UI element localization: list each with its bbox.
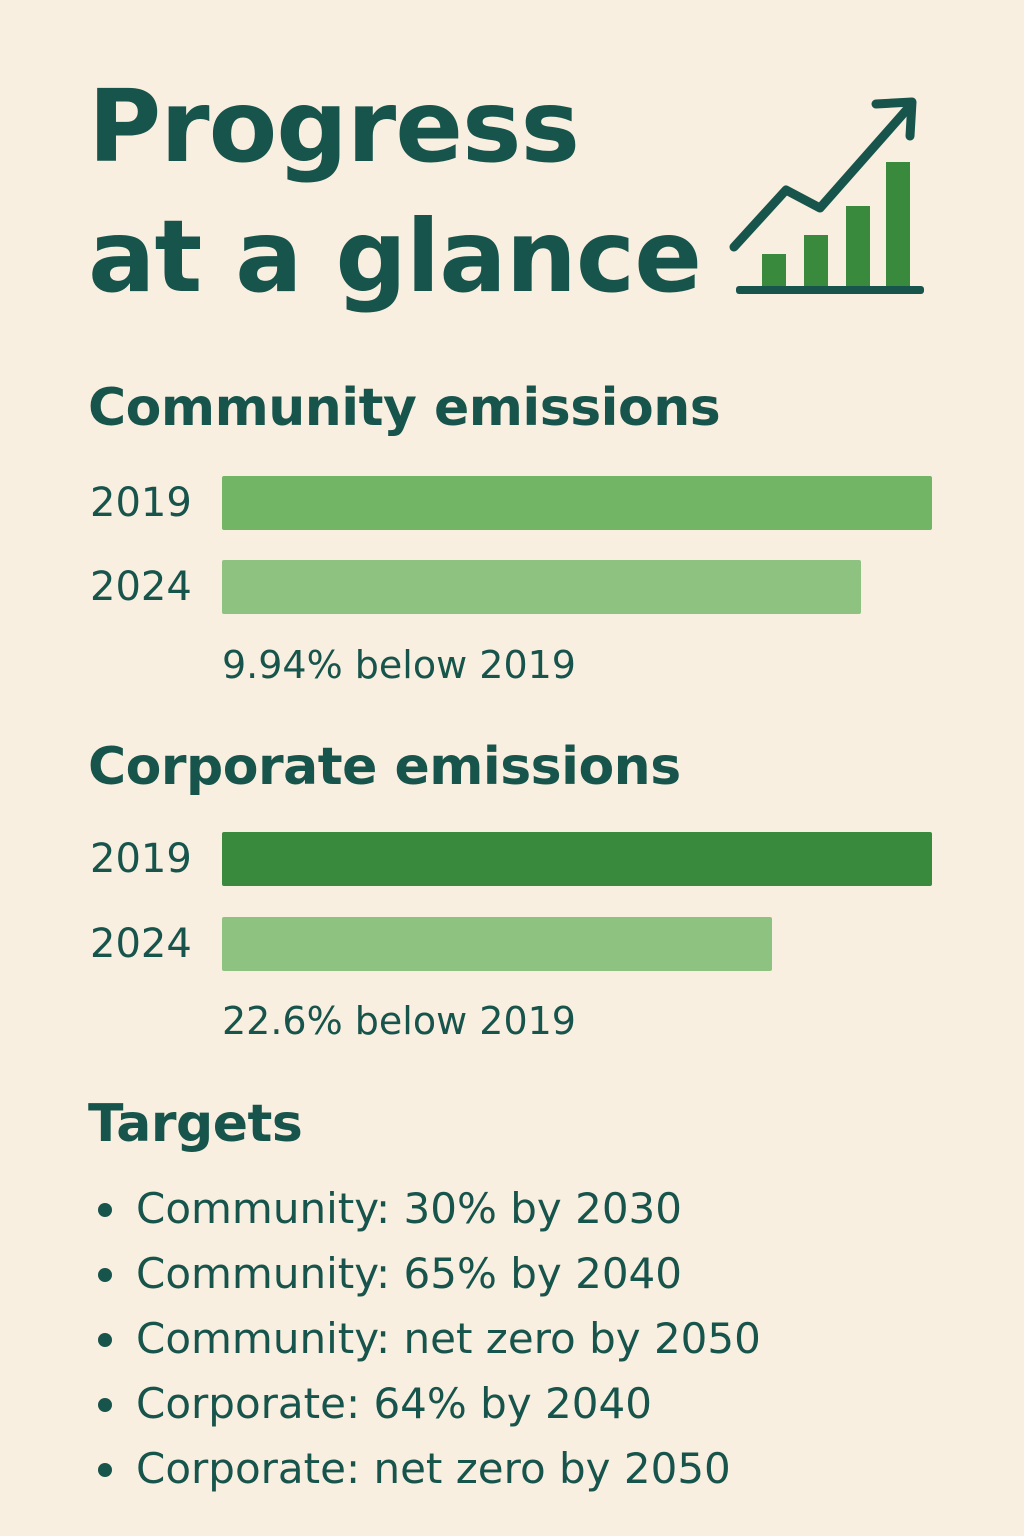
corporate-row-2019: 2019 bbox=[88, 832, 948, 886]
community-bar-2024 bbox=[222, 560, 861, 614]
target-text: Community: net zero by 2050 bbox=[136, 1314, 761, 1363]
community-emissions-title: Community emissions bbox=[88, 378, 721, 438]
targets-list: Community: 30% by 2030 Community: 65% by… bbox=[92, 1176, 761, 1501]
bullet-icon bbox=[98, 1398, 112, 1412]
target-text: Corporate: 64% by 2040 bbox=[136, 1379, 652, 1428]
community-row-2024: 2024 bbox=[88, 560, 948, 614]
corporate-emissions-title: Corporate emissions bbox=[88, 737, 681, 797]
community-bar-2019 bbox=[222, 476, 932, 530]
tick-label-2019: 2019 bbox=[90, 480, 192, 526]
community-row-2019: 2019 bbox=[88, 476, 948, 530]
corporate-reduction-note: 22.6% below 2019 bbox=[222, 999, 576, 1043]
bullet-icon bbox=[98, 1268, 112, 1282]
community-reduction-note: 9.94% below 2019 bbox=[222, 643, 576, 687]
list-item: Community: 65% by 2040 bbox=[92, 1241, 761, 1306]
targets-title: Targets bbox=[88, 1094, 303, 1154]
corporate-bar-2019 bbox=[222, 832, 932, 886]
page-title: Progress at a glance bbox=[88, 62, 702, 322]
corporate-row-2024: 2024 bbox=[88, 917, 948, 971]
list-item: Community: 30% by 2030 bbox=[92, 1176, 761, 1241]
tick-label-2024: 2024 bbox=[90, 564, 192, 610]
trending-up-bar-chart-icon bbox=[729, 97, 924, 294]
target-text: Corporate: net zero by 2050 bbox=[136, 1444, 731, 1493]
list-item: Community: net zero by 2050 bbox=[92, 1306, 761, 1371]
bullet-icon bbox=[98, 1463, 112, 1477]
target-text: Community: 65% by 2040 bbox=[136, 1249, 682, 1298]
corporate-bar-2024 bbox=[222, 917, 772, 971]
list-item: Corporate: 64% by 2040 bbox=[92, 1371, 761, 1436]
tick-label-2019: 2019 bbox=[90, 836, 192, 882]
bullet-icon bbox=[98, 1203, 112, 1217]
bullet-icon bbox=[98, 1333, 112, 1347]
tick-label-2024: 2024 bbox=[90, 921, 192, 967]
list-item: Corporate: net zero by 2050 bbox=[92, 1436, 761, 1501]
target-text: Community: 30% by 2030 bbox=[136, 1184, 682, 1233]
title-line-2: at a glance bbox=[88, 198, 702, 315]
title-line-1: Progress bbox=[88, 68, 580, 185]
